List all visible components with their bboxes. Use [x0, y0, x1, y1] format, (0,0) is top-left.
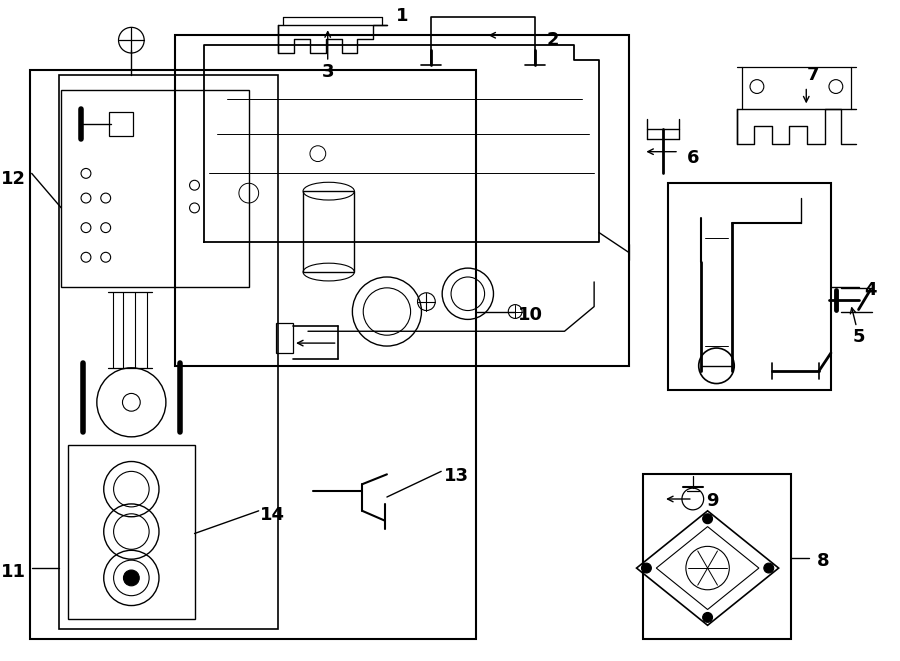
Text: 11: 11	[1, 563, 26, 581]
Bar	[59, 75, 278, 629]
Text: 1: 1	[395, 7, 408, 24]
Text: 4: 4	[864, 281, 877, 299]
Bar	[276, 323, 293, 353]
Bar	[175, 35, 629, 366]
Text: 3: 3	[321, 63, 334, 81]
Text: 6: 6	[687, 149, 699, 167]
Text: 2: 2	[546, 31, 559, 49]
Circle shape	[703, 613, 713, 623]
Text: 10: 10	[518, 307, 543, 325]
Bar	[109, 112, 133, 136]
Circle shape	[123, 570, 140, 586]
Text: 9: 9	[706, 492, 719, 510]
Text: 12: 12	[1, 171, 26, 188]
Bar	[30, 70, 476, 639]
Text: 14: 14	[260, 506, 285, 524]
Text: 8: 8	[816, 552, 829, 570]
Bar	[668, 183, 831, 391]
Bar	[68, 445, 194, 619]
Text: 7: 7	[807, 65, 819, 84]
Bar	[644, 475, 791, 639]
Circle shape	[764, 563, 774, 573]
Bar	[61, 89, 248, 287]
Text: 5: 5	[852, 328, 865, 346]
Bar	[303, 191, 355, 272]
Circle shape	[642, 563, 652, 573]
Circle shape	[703, 514, 713, 524]
Text: 13: 13	[444, 467, 469, 485]
